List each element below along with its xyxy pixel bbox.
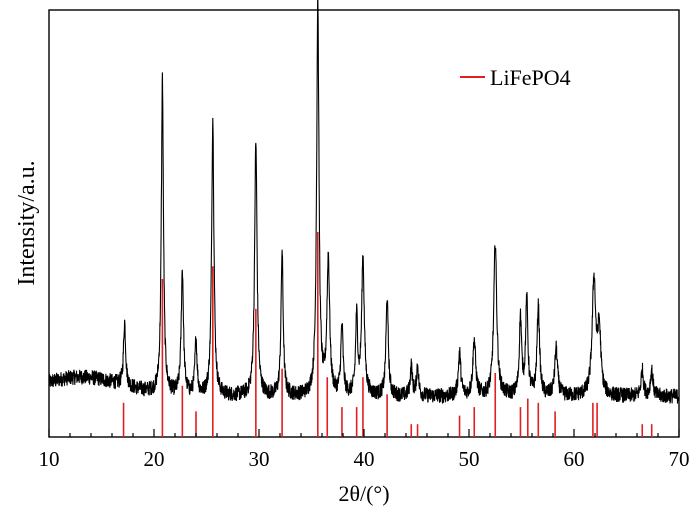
x-tick-label: 70 [669, 447, 690, 471]
reference-sticks [122, 232, 653, 437]
x-tick-label: 20 [144, 447, 165, 471]
x-tick-label: 40 [354, 447, 375, 471]
x-tick-label: 30 [249, 447, 270, 471]
y-axis-label: Intensity/a.u. [14, 160, 40, 285]
legend: LiFePO4 [460, 65, 571, 90]
pattern-layer [48, 0, 680, 405]
xrd-pattern-line [48, 0, 680, 405]
x-axis-label: 2θ/(°) [338, 481, 389, 506]
legend-label: LiFePO4 [490, 65, 571, 90]
x-tick-label: 10 [39, 447, 60, 471]
x-tick-label: 50 [459, 447, 480, 471]
x-tick-label: 60 [564, 447, 585, 471]
plot-frame [48, 9, 680, 438]
x-axis-ticks: 10 20 30 40 50 60 70 [39, 429, 690, 471]
